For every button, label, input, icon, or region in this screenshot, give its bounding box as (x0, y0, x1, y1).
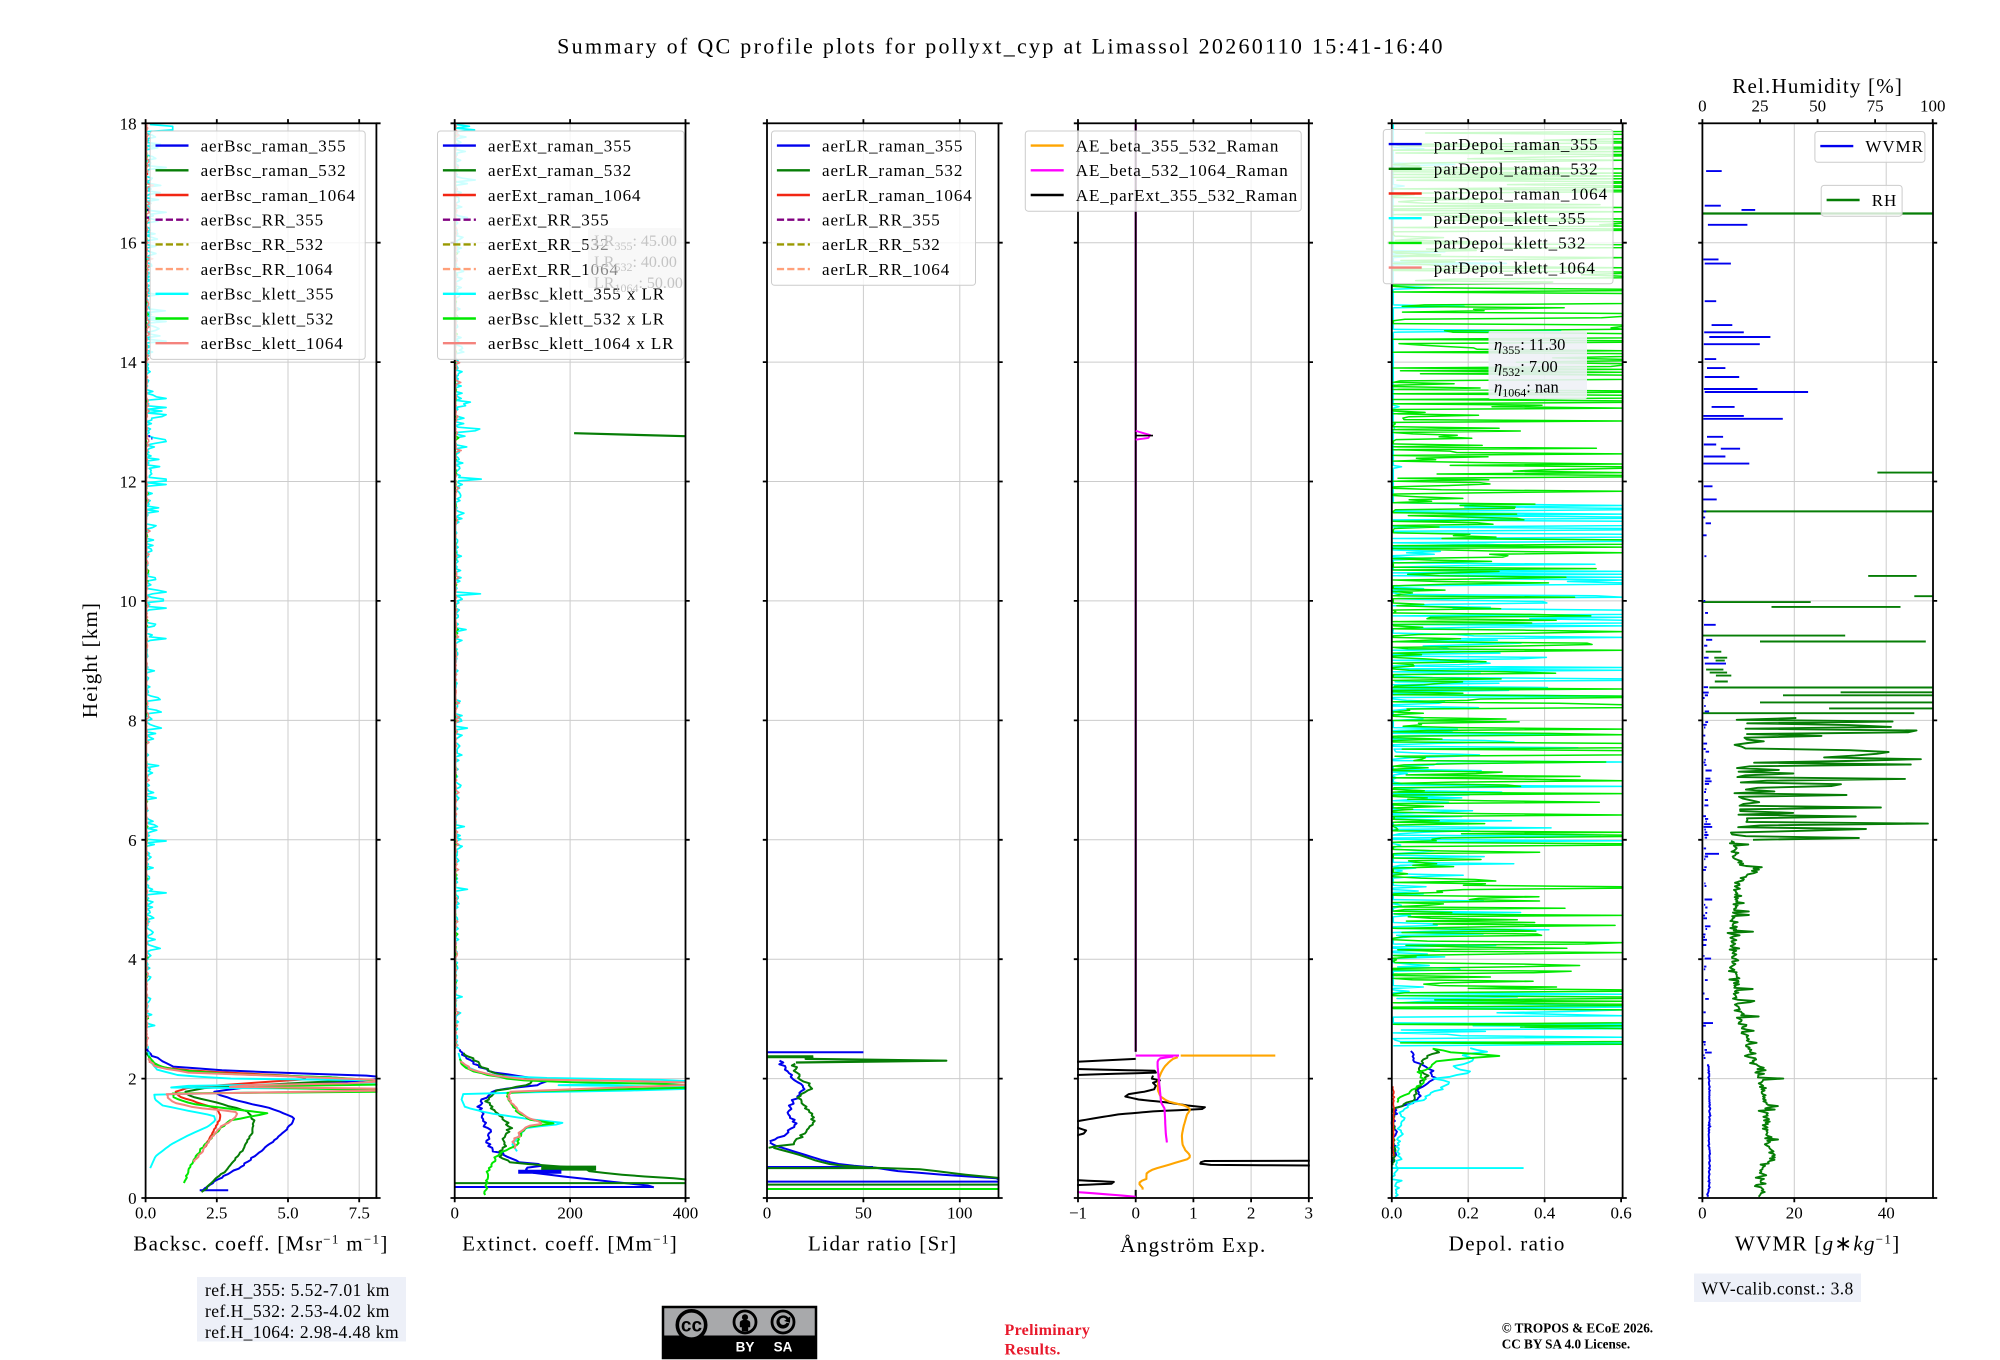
svg-text:5.0: 5.0 (277, 1204, 298, 1223)
svg-text:aerLR_RR_1064: aerLR_RR_1064 (822, 260, 950, 279)
svg-text:η1064: nan: η1064: nan (1494, 378, 1559, 400)
svg-text:Summary of QC profile plots fo: Summary of QC profile plots for pollyxt_… (557, 34, 1445, 59)
svg-text:aerBsc_raman_532: aerBsc_raman_532 (201, 161, 347, 180)
svg-text:25: 25 (1752, 96, 1769, 115)
svg-text:aerExt_RR_1064: aerExt_RR_1064 (488, 260, 619, 279)
svg-text:cc: cc (681, 1316, 703, 1337)
svg-text:WV-calib.const.: 3.8: WV-calib.const.: 3.8 (1702, 1279, 1854, 1299)
svg-text:RH: RH (1872, 191, 1897, 210)
svg-text:aerLR_RR_355: aerLR_RR_355 (822, 211, 941, 230)
svg-text:20: 20 (1786, 1204, 1803, 1223)
svg-text:aerBsc_klett_355: aerBsc_klett_355 (201, 285, 335, 304)
svg-text:Depol. ratio: Depol. ratio (1449, 1232, 1566, 1256)
svg-text:aerBsc_raman_355: aerBsc_raman_355 (201, 136, 347, 155)
svg-text:75: 75 (1867, 96, 1884, 115)
svg-text:ref.H_1064: 2.98-4.48 km: ref.H_1064: 2.98-4.48 km (205, 1322, 399, 1342)
svg-text:1: 1 (1189, 1204, 1198, 1223)
svg-text:Rel.Humidity [%]: Rel.Humidity [%] (1732, 74, 1903, 98)
svg-text:14: 14 (120, 353, 138, 372)
svg-text:2: 2 (1247, 1204, 1256, 1223)
svg-text:aerBsc_RR_1064: aerBsc_RR_1064 (201, 260, 334, 279)
svg-text:aerExt_raman_355: aerExt_raman_355 (488, 136, 632, 155)
svg-text:aerBsc_klett_355 x LR: aerBsc_klett_355 x LR (488, 285, 665, 304)
svg-text:aerExt_raman_532: aerExt_raman_532 (488, 161, 632, 180)
svg-text:4: 4 (128, 950, 137, 969)
svg-text:aerLR_raman_1064: aerLR_raman_1064 (822, 186, 973, 205)
svg-text:8: 8 (128, 711, 137, 730)
svg-text:AE_parExt_355_532_Raman: AE_parExt_355_532_Raman (1076, 186, 1298, 205)
svg-text:Lidar ratio [Sr]: Lidar ratio [Sr] (808, 1232, 958, 1256)
svg-text:100: 100 (1920, 96, 1946, 115)
svg-text:Backsc. coeff. [Msr−1 m−1]: Backsc. coeff. [Msr−1 m−1] (133, 1232, 388, 1256)
svg-text:© TROPOS & ECoE 2026.: © TROPOS & ECoE 2026. (1502, 1321, 1653, 1336)
svg-text:18: 18 (120, 114, 137, 133)
svg-text:parDepol_raman_1064: parDepol_raman_1064 (1434, 184, 1608, 203)
svg-text:0: 0 (1698, 96, 1707, 115)
svg-text:aerLR_raman_355: aerLR_raman_355 (822, 136, 963, 155)
svg-text:aerBsc_klett_532: aerBsc_klett_532 (201, 309, 335, 328)
svg-text:Preliminary: Preliminary (1005, 1322, 1091, 1339)
svg-text:WVMR [g∗kg−1]: WVMR [g∗kg−1] (1735, 1232, 1901, 1256)
svg-text:200: 200 (557, 1204, 583, 1223)
svg-text:0.4: 0.4 (1534, 1204, 1556, 1223)
svg-text:BY: BY (736, 1340, 755, 1355)
svg-text:400: 400 (673, 1204, 699, 1223)
svg-text:parDepol_raman_355: parDepol_raman_355 (1434, 135, 1599, 154)
svg-text:AE_beta_355_532_Raman: AE_beta_355_532_Raman (1076, 136, 1279, 155)
svg-text:aerExt_raman_1064: aerExt_raman_1064 (488, 186, 641, 205)
svg-text:3: 3 (1305, 1204, 1314, 1223)
svg-text:parDepol_klett_532: parDepol_klett_532 (1434, 234, 1587, 253)
svg-text:0: 0 (128, 1189, 137, 1208)
svg-text:0.0: 0.0 (1381, 1204, 1402, 1223)
svg-text:6: 6 (128, 831, 137, 850)
svg-text:aerBsc_klett_1064: aerBsc_klett_1064 (201, 334, 344, 353)
svg-text:SA: SA (774, 1340, 793, 1355)
svg-text:aerExt_RR_355: aerExt_RR_355 (488, 211, 610, 230)
svg-text:aerExt_RR_532: aerExt_RR_532 (488, 235, 610, 254)
svg-text:Results.: Results. (1005, 1342, 1061, 1359)
svg-text:ref.H_532: 2.53-4.02 km: ref.H_532: 2.53-4.02 km (205, 1301, 390, 1321)
svg-text:50: 50 (1809, 96, 1826, 115)
svg-text:Extinct. coeff. [Mm−1]: Extinct. coeff. [Mm−1] (462, 1232, 678, 1256)
svg-text:2: 2 (128, 1070, 137, 1089)
svg-text:aerBsc_raman_1064: aerBsc_raman_1064 (201, 186, 356, 205)
svg-text:ref.H_355: 5.52-7.01 km: ref.H_355: 5.52-7.01 km (205, 1280, 390, 1300)
svg-text:0: 0 (763, 1204, 772, 1223)
svg-text:parDepol_raman_532: parDepol_raman_532 (1434, 160, 1599, 179)
svg-text:0: 0 (1131, 1204, 1140, 1223)
svg-text:−1: −1 (1069, 1204, 1087, 1223)
svg-text:aerBsc_RR_355: aerBsc_RR_355 (201, 211, 324, 230)
svg-text:0.0: 0.0 (135, 1204, 156, 1223)
svg-text:100: 100 (947, 1204, 973, 1223)
svg-text:η532: 7.00: η532: 7.00 (1494, 357, 1558, 379)
svg-text:Height [km]: Height [km] (78, 602, 102, 718)
svg-text:aerBsc_RR_532: aerBsc_RR_532 (201, 235, 324, 254)
svg-text:50: 50 (855, 1204, 872, 1223)
svg-text:12: 12 (120, 473, 137, 492)
svg-text:7.5: 7.5 (349, 1204, 370, 1223)
svg-text:AE_beta_532_1064_Raman: AE_beta_532_1064_Raman (1076, 161, 1289, 180)
svg-text:10: 10 (120, 592, 137, 611)
svg-text:aerLR_raman_532: aerLR_raman_532 (822, 161, 963, 180)
svg-text:2.5: 2.5 (206, 1204, 227, 1223)
svg-text:CC BY SA 4.0 License.: CC BY SA 4.0 License. (1502, 1337, 1630, 1352)
svg-text:0.6: 0.6 (1610, 1204, 1631, 1223)
svg-text:16: 16 (120, 234, 137, 253)
svg-text:0: 0 (450, 1204, 459, 1223)
svg-text:Ångström Exp.: Ångström Exp. (1120, 1233, 1267, 1257)
svg-text:0: 0 (1698, 1204, 1707, 1223)
svg-text:0.2: 0.2 (1458, 1204, 1479, 1223)
svg-text:aerBsc_klett_532 x LR: aerBsc_klett_532 x LR (488, 309, 665, 328)
svg-text:40: 40 (1878, 1204, 1895, 1223)
svg-text:η355: 11.30: η355: 11.30 (1494, 335, 1565, 357)
svg-text:parDepol_klett_355: parDepol_klett_355 (1434, 209, 1587, 228)
svg-text:WVMR: WVMR (1865, 137, 1923, 156)
svg-text:aerLR_RR_532: aerLR_RR_532 (822, 235, 941, 254)
svg-text:aerBsc_klett_1064 x LR: aerBsc_klett_1064 x LR (488, 334, 674, 353)
svg-text:parDepol_klett_1064: parDepol_klett_1064 (1434, 258, 1596, 277)
